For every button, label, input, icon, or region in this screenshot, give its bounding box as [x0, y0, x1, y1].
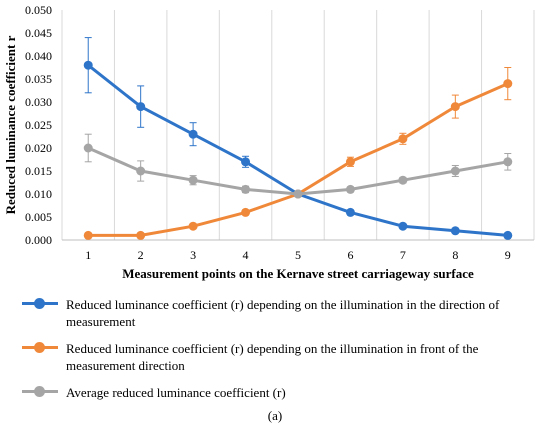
- legend-label-direction: Reduced luminance coefficient (r) depend…: [66, 297, 500, 329]
- data-point: [188, 175, 198, 185]
- x-tick-label: 5: [295, 248, 301, 262]
- data-point: [83, 230, 93, 240]
- data-point: [136, 166, 146, 176]
- data-point: [241, 184, 251, 194]
- y-tick-label: 0.020: [25, 141, 52, 155]
- series-layer: [83, 37, 513, 240]
- data-point: [503, 79, 513, 89]
- data-point: [450, 102, 460, 112]
- y-tick-label: 0.040: [25, 49, 52, 63]
- data-point: [136, 230, 146, 240]
- data-point: [398, 134, 408, 144]
- legend-item-average: Average reduced luminance coefficient (r…: [22, 384, 522, 401]
- legend-label-front: Reduced luminance coefficient (r) depend…: [66, 341, 479, 373]
- x-axis-ticks: 1 2 3 4 5 6 7 8 9: [85, 248, 511, 262]
- legend-swatch-direction: [22, 296, 58, 312]
- data-point: [398, 175, 408, 185]
- x-tick-label: 7: [400, 248, 406, 262]
- data-point: [241, 207, 251, 217]
- grid-lines: [61, 10, 535, 240]
- series-line: [88, 82, 509, 237]
- y-tick-label: 0.050: [25, 3, 52, 17]
- data-point: [450, 166, 460, 176]
- legend-swatch-average: [22, 384, 58, 400]
- y-tick-label: 0.000: [25, 233, 52, 247]
- x-tick-label: 2: [138, 248, 144, 262]
- x-tick-label: 9: [505, 248, 511, 262]
- x-tick-label: 3: [190, 248, 196, 262]
- data-point: [293, 189, 303, 199]
- data-point: [398, 221, 408, 231]
- series-2: [83, 67, 513, 240]
- legend-swatch-front: [22, 340, 58, 356]
- data-point: [188, 129, 198, 139]
- y-axis-title: Reduced luminance coefficient r: [3, 35, 18, 214]
- data-point: [503, 230, 513, 240]
- x-tick-label: 8: [452, 248, 458, 262]
- data-point: [345, 184, 355, 194]
- data-point: [450, 226, 460, 236]
- data-point: [136, 102, 146, 112]
- legend-item-direction: Reduced luminance coefficient (r) depend…: [22, 296, 522, 330]
- data-point: [83, 143, 93, 153]
- y-tick-label: 0.045: [25, 26, 52, 40]
- data-point: [83, 60, 93, 70]
- series-3: [83, 133, 513, 199]
- legend-label-average: Average reduced luminance coefficient (r…: [66, 385, 286, 400]
- data-point: [503, 157, 513, 167]
- data-point: [188, 221, 198, 231]
- y-tick-label: 0.015: [25, 164, 52, 178]
- legend-item-front: Reduced luminance coefficient (r) depend…: [22, 340, 522, 374]
- figure-caption: (a): [267, 408, 283, 423]
- x-axis-title: Measurement points on the Kernave street…: [122, 266, 474, 281]
- y-tick-label: 0.030: [25, 95, 52, 109]
- legend: Reduced luminance coefficient (r) depend…: [22, 296, 522, 411]
- x-tick-label: 4: [243, 248, 249, 262]
- y-tick-label: 0.025: [25, 118, 52, 132]
- series-line: [87, 146, 509, 196]
- y-tick-label: 0.005: [25, 210, 52, 224]
- data-point: [241, 157, 251, 167]
- x-tick-label: 6: [347, 248, 353, 262]
- y-axis-ticks: 0.000 0.005 0.010 0.015 0.020 0.025 0.030 0.035…: [25, 3, 52, 247]
- data-point: [345, 207, 355, 217]
- series-1: [83, 37, 513, 240]
- x-tick-label: 1: [85, 248, 91, 262]
- y-tick-label: 0.010: [25, 187, 52, 201]
- y-tick-label: 0.035: [25, 72, 52, 86]
- line-chart: 0.000 0.005 0.010 0.015 0.020 0.025 0.030 0.035…: [3, 3, 535, 281]
- series-line: [87, 64, 508, 237]
- data-point: [345, 157, 355, 167]
